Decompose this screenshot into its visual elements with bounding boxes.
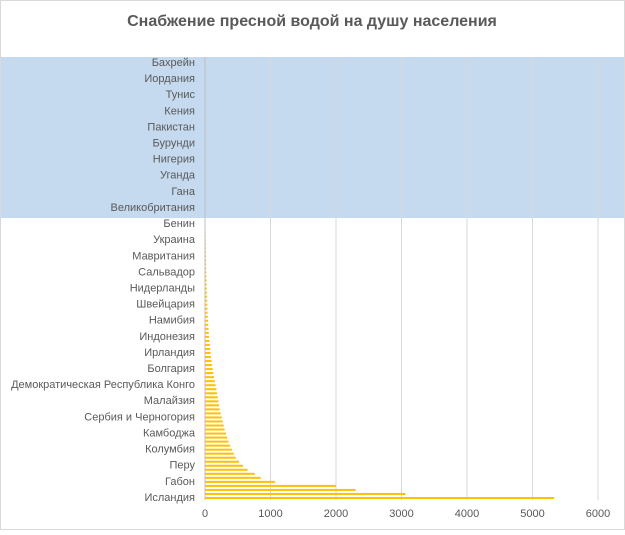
y-tick-label: Бенин	[163, 218, 195, 230]
y-tick-label: Камбоджа	[143, 427, 196, 439]
x-tick-label: 6000	[586, 508, 610, 520]
y-tick-label: Малайзия	[144, 395, 195, 407]
bar	[205, 477, 261, 479]
bar	[205, 433, 226, 435]
bar	[205, 416, 222, 418]
y-tick-label: Нидерланды	[130, 282, 195, 294]
chart-title: Снабжение пресной водой на душу населени…	[127, 13, 497, 30]
bar	[205, 376, 214, 378]
x-tick-label: 0	[202, 508, 208, 520]
bar	[205, 400, 218, 402]
bar	[205, 445, 230, 447]
y-tick-label: Великобритания	[111, 202, 196, 214]
x-tick-label: 1000	[258, 508, 282, 520]
bar	[205, 364, 212, 366]
bar	[205, 473, 255, 475]
bar	[205, 328, 209, 330]
y-tick-label: Швейцария	[136, 299, 195, 311]
bar	[205, 392, 217, 394]
bar	[205, 489, 356, 491]
bar	[205, 481, 275, 483]
x-tick-label: 2000	[324, 508, 348, 520]
bar	[205, 380, 215, 382]
bar	[205, 449, 232, 451]
bar	[205, 348, 210, 350]
bar	[205, 493, 405, 495]
y-tick-label: Бурунди	[153, 137, 196, 149]
bar	[205, 340, 209, 342]
y-tick-label: Исландия	[144, 492, 195, 504]
y-tick-label: Ирландия	[144, 347, 195, 359]
y-tick-label: Уганда	[160, 170, 196, 182]
bar	[205, 420, 223, 422]
bar	[205, 368, 213, 370]
bar	[205, 441, 229, 443]
y-tick-label: Габон	[165, 476, 195, 488]
bar	[205, 497, 554, 499]
bar	[205, 465, 243, 467]
bar	[205, 372, 213, 374]
bar	[205, 404, 219, 406]
bar	[205, 485, 336, 487]
bar	[205, 429, 225, 431]
bar	[205, 424, 224, 426]
bar	[205, 396, 218, 398]
y-tick-label: Кения	[164, 105, 195, 117]
y-tick-label: Сербия и Черногория	[84, 411, 195, 423]
x-tick-label: 5000	[520, 508, 544, 520]
y-tick-label: Бахрейн	[152, 57, 195, 69]
y-tick-label: Пакистан	[147, 121, 195, 133]
x-tick-label: 3000	[389, 508, 413, 520]
y-tick-label: Демократическая Республика Конго	[11, 379, 195, 391]
bar	[205, 344, 210, 346]
y-tick-label: Тунис	[166, 89, 196, 101]
bar	[205, 457, 236, 459]
bar	[205, 469, 248, 471]
bar	[205, 356, 211, 358]
bar	[205, 352, 211, 354]
y-tick-label: Нигерия	[153, 154, 195, 166]
bar	[205, 437, 227, 439]
y-tick-label: Иордания	[144, 73, 195, 85]
bar	[205, 384, 216, 386]
bar	[205, 453, 234, 455]
bar	[205, 332, 209, 334]
y-tick-label: Украина	[153, 234, 196, 246]
y-tick-label: Колумбия	[145, 444, 195, 456]
bar	[205, 461, 239, 463]
x-tick-label: 4000	[455, 508, 479, 520]
y-tick-label: Болгария	[147, 363, 195, 375]
bar	[205, 388, 216, 390]
y-tick-label: Индонезия	[139, 331, 195, 343]
y-tick-label: Намибия	[149, 315, 195, 327]
y-tick-label: Мавритания	[132, 250, 195, 262]
bar	[205, 336, 209, 338]
y-tick-label: Гана	[171, 186, 196, 198]
bar	[205, 408, 220, 410]
bar	[205, 360, 212, 362]
bar	[205, 412, 221, 414]
selection-band	[1, 57, 624, 218]
y-tick-label: Сальвадор	[138, 266, 195, 278]
y-tick-label: Перу	[169, 460, 195, 472]
